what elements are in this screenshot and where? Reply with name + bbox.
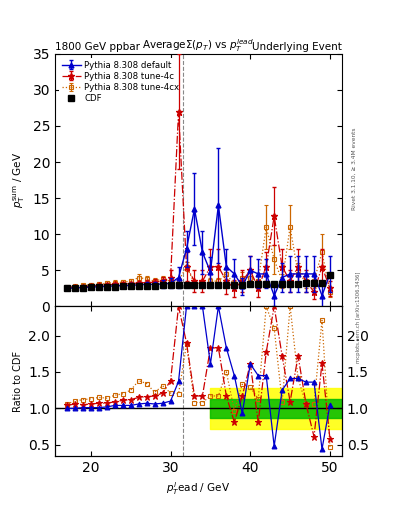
CDF	[192, 282, 197, 288]
CDF	[256, 281, 261, 287]
CDF	[160, 283, 165, 289]
CDF	[240, 282, 245, 288]
CDF	[232, 282, 237, 288]
CDF	[312, 280, 316, 286]
X-axis label: $p_{T}^{l}$ead / GeV: $p_{T}^{l}$ead / GeV	[166, 480, 231, 497]
CDF	[200, 282, 205, 288]
CDF	[64, 285, 69, 291]
CDF	[208, 282, 213, 288]
Line: CDF: CDF	[64, 272, 333, 291]
CDF	[152, 283, 157, 289]
CDF	[288, 281, 292, 287]
CDF	[216, 282, 221, 288]
CDF	[296, 281, 300, 287]
Text: Rivet 3.1.10, ≥ 3.4M events: Rivet 3.1.10, ≥ 3.4M events	[352, 127, 357, 210]
CDF	[224, 282, 229, 288]
CDF	[88, 284, 93, 290]
CDF	[81, 285, 85, 291]
CDF	[184, 282, 189, 288]
CDF	[112, 284, 117, 290]
CDF	[168, 283, 173, 289]
CDF	[264, 281, 268, 287]
CDF	[320, 280, 324, 286]
CDF	[120, 283, 125, 289]
CDF	[272, 281, 277, 287]
CDF	[129, 283, 133, 289]
CDF	[136, 283, 141, 289]
CDF	[176, 282, 181, 288]
Y-axis label: $p_{\rm T}^{\rm sum}$ / GeV: $p_{\rm T}^{\rm sum}$ / GeV	[11, 152, 27, 208]
CDF	[105, 284, 109, 290]
Y-axis label: Ratio to CDF: Ratio to CDF	[13, 351, 23, 412]
CDF	[73, 285, 77, 291]
CDF	[97, 284, 101, 290]
CDF	[304, 280, 309, 286]
Text: 1800 GeV ppbar: 1800 GeV ppbar	[55, 42, 140, 52]
CDF	[280, 281, 285, 287]
Text: mcplots.cern.ch [arXiv:1306.3436]: mcplots.cern.ch [arXiv:1306.3436]	[356, 272, 361, 363]
Title: Average$\Sigma(p_{T})$ vs $p_{T}^{lead}$: Average$\Sigma(p_{T})$ vs $p_{T}^{lead}$	[143, 37, 254, 54]
Legend: Pythia 8.308 default, Pythia 8.308 tune-4c, Pythia 8.308 tune-4cx, CDF: Pythia 8.308 default, Pythia 8.308 tune-…	[59, 58, 182, 105]
CDF	[328, 272, 332, 279]
Text: Underlying Event: Underlying Event	[252, 42, 342, 52]
CDF	[248, 281, 253, 287]
CDF	[144, 283, 149, 289]
